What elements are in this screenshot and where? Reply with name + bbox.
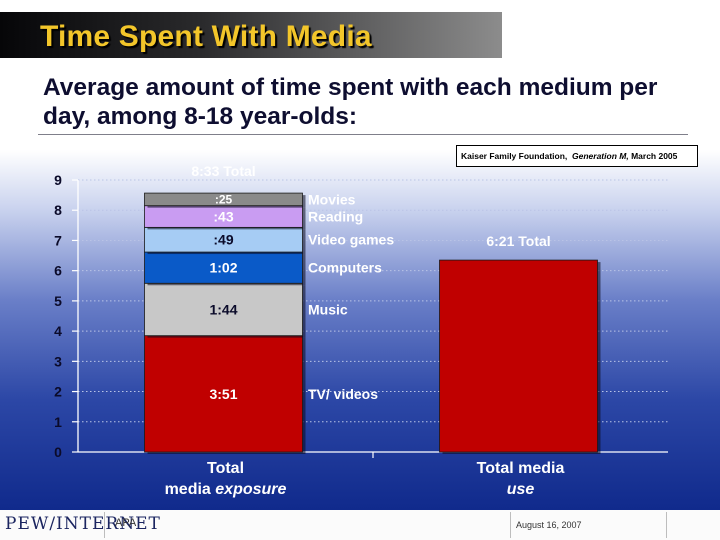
series-label-reading: Reading [308, 209, 363, 225]
footer-divider [666, 512, 667, 538]
series-label-movies: Movies [308, 191, 356, 207]
x-category-label-part: media [165, 481, 216, 498]
title-divider [38, 134, 688, 135]
y-tick-label: 6 [54, 263, 62, 279]
y-tick-label: 7 [54, 232, 62, 248]
series-label-video_games: Video games [308, 232, 394, 248]
total-label: 8:33 Total [191, 163, 255, 179]
data-label-music: 1:44 [209, 301, 237, 317]
x-category-label: Total media [477, 460, 565, 477]
y-tick-label: 3 [54, 353, 62, 369]
source-note: Kaiser Family Foundation, Generation M, … [456, 145, 698, 167]
footer [0, 510, 720, 540]
source-report: Generation M, [572, 151, 629, 161]
bar-tv [144, 335, 303, 453]
x-category-label-part: use [507, 481, 535, 498]
total-label: 6:21 Total [486, 233, 550, 249]
footer-presenter: APA [115, 517, 137, 529]
source-date: March 2005 [631, 151, 678, 161]
series-label-computers: Computers [308, 260, 382, 276]
y-tick-label: 4 [54, 323, 62, 339]
footer-date: August 16, 2007 [516, 520, 582, 530]
y-tick-label: 0 [54, 444, 62, 460]
y-tick-label: 5 [54, 293, 62, 309]
x-category-label: Total [207, 460, 244, 477]
bar-movies [144, 192, 303, 207]
data-label-movies: :25 [215, 192, 233, 206]
y-tick-label: 1 [54, 414, 62, 430]
source-org: Kaiser Family Foundation, [461, 151, 568, 161]
bar-computers [144, 251, 303, 284]
y-tick-label: 8 [54, 202, 62, 218]
x-category-label: media exposure [165, 481, 287, 498]
x-category-label-part: exposure [215, 481, 286, 498]
pew-internet-logo: PEW/INTERNET [5, 514, 161, 534]
data-label-tv: 3:51 [209, 386, 237, 402]
x-category-label: use [507, 481, 535, 498]
data-label-computers: 1:02 [209, 260, 237, 276]
slide-title: Time Spent With Media [40, 20, 372, 53]
series-label-music: Music [308, 301, 348, 317]
footer-divider [510, 512, 511, 538]
y-tick-label: 2 [54, 384, 62, 400]
bar-music [144, 282, 303, 337]
data-label-video_games: :49 [213, 232, 233, 248]
footer-divider [104, 512, 105, 538]
title-bar [0, 12, 502, 58]
data-label-reading: :43 [213, 209, 233, 225]
y-tick-label: 9 [54, 172, 62, 188]
bar-video_games [144, 226, 303, 253]
bar-total_use [439, 259, 598, 453]
slide-subtitle: Average amount of time spent with each m… [43, 74, 658, 130]
series-label-tv: TV/ videos [308, 386, 378, 402]
